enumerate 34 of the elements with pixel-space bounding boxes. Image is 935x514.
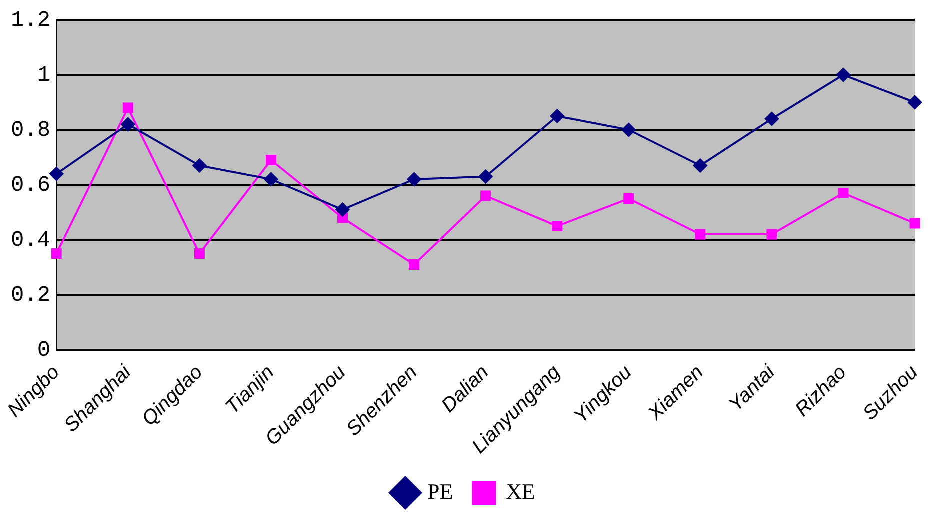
- point: [838, 188, 849, 199]
- point: [552, 221, 563, 232]
- point: [622, 123, 636, 138]
- point: [122, 102, 134, 114]
- point: [908, 96, 922, 110]
- point: [266, 155, 276, 166]
- legend-label: XE: [506, 478, 536, 504]
- point: [336, 202, 350, 217]
- legend-label: PE: [428, 478, 454, 504]
- point: [50, 167, 64, 182]
- point: [766, 229, 778, 240]
- point: [264, 172, 278, 187]
- y-tick-label: 0.4: [10, 228, 51, 253]
- y-tick-label: 1: [37, 62, 51, 88]
- point: [478, 170, 493, 184]
- point: [194, 248, 205, 260]
- point: [624, 194, 634, 204]
- point: [693, 158, 708, 173]
- y-tick-label: 0.8: [10, 118, 51, 143]
- point: [192, 158, 207, 173]
- y-tick-label: 1.2: [10, 8, 51, 33]
- point: [480, 190, 492, 202]
- y-tick-label: 0.2: [10, 282, 51, 308]
- point: [695, 229, 706, 240]
- point: [764, 112, 779, 126]
- point: [836, 68, 850, 82]
- point: [409, 260, 420, 270]
- y-tick-label: 0.6: [10, 172, 51, 198]
- y-tick-label: 0: [37, 338, 51, 363]
- point: [550, 109, 564, 124]
- point: [121, 118, 136, 132]
- point: [407, 172, 422, 187]
- point: [51, 248, 62, 260]
- point: [910, 218, 920, 229]
